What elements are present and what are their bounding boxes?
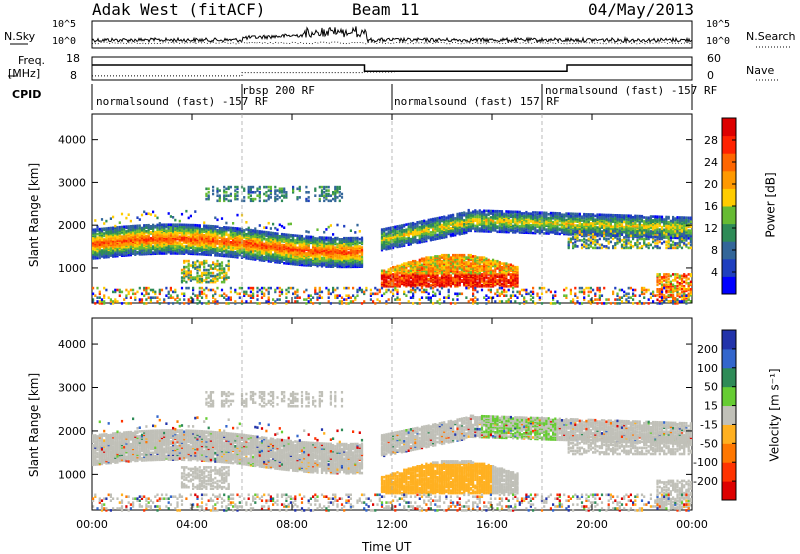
colorbar-tick-label: 100	[697, 362, 718, 375]
colorbar-swatch	[722, 348, 736, 369]
noise-search-line	[91, 41, 693, 45]
colorbar-swatch	[722, 135, 736, 154]
x-tick-label: 00:00	[76, 518, 108, 531]
noise-sky-line	[91, 26, 693, 44]
colorbar-swatch	[722, 118, 736, 137]
colorbar-swatch	[722, 276, 736, 295]
date-title: 04/May/2013	[588, 0, 694, 19]
x-tick-label: 20:00	[576, 518, 608, 531]
colorbar-swatch	[722, 443, 736, 463]
power-panel: 1000 2000 3000 4000	[58, 113, 693, 305]
colorbar-tick-label: 16	[704, 200, 718, 213]
x-tick-label: 16:00	[476, 518, 508, 531]
power-colorbar: 4 8 12 16 20 24 28	[704, 117, 737, 295]
cpid-segment-label-3: normalsound (fast) -157 RF	[545, 84, 718, 97]
y-tick-label: 4000	[58, 338, 86, 351]
velocity-ylabel: Slant Range [km]	[27, 372, 42, 478]
y-tick-label: 2000	[58, 425, 86, 438]
colorbar-tick-label: 24	[704, 156, 718, 169]
colorbar-tick-label: 20	[704, 178, 718, 191]
noise-tick-right-bottom: 10^0	[706, 36, 731, 47]
colorbar-tick-label: -50	[700, 437, 718, 450]
nsearch-label: N.Search	[746, 30, 796, 43]
colorbar-tick-label: 4	[711, 266, 718, 279]
colorbar-tick-label: 28	[704, 134, 718, 147]
freq-tick-right-bottom: 0	[707, 69, 714, 82]
freq-tick-right-top: 60	[707, 52, 721, 65]
colorbar-swatch	[722, 241, 736, 260]
velocity-panel: 1000 2000 3000 4000	[58, 317, 693, 512]
y-tick-label: 2000	[58, 219, 86, 232]
x-tick-label: 12:00	[376, 518, 408, 531]
colorbar-tick-label: 15	[704, 400, 718, 413]
velocity-colorbar-label: Velocity [m s⁻¹]	[767, 368, 782, 462]
colorbar-swatch	[722, 405, 736, 425]
colorbar-tick-label: -100	[693, 456, 718, 469]
colorbar-swatch	[722, 206, 736, 225]
nave-label: Nave	[746, 64, 775, 77]
x-axis-label: Time UT	[362, 540, 412, 554]
noise-tick-right-top: 10^5	[706, 19, 731, 30]
x-tick-label: 00:00	[676, 518, 708, 531]
colorbar-swatch	[722, 330, 736, 350]
x-tick-label: 08:00	[276, 518, 308, 531]
colorbar-swatch	[722, 153, 736, 172]
cpid-label: CPID	[12, 88, 42, 101]
colorbar-swatch	[722, 462, 736, 482]
axes-labels: 00:00 04:00 08:00 12:00 16:00 20:00 00:00	[76, 518, 708, 531]
y-tick-label: 1000	[58, 468, 86, 481]
cpid-segment-label-1: rbsp 200 RF	[242, 84, 315, 97]
noise-tick-left-bottom: 10^0	[52, 36, 77, 47]
freq-panel	[8, 56, 778, 81]
freq-tick-left-top: 18	[66, 52, 80, 65]
colorbar-tick-label: 200	[697, 343, 718, 356]
cpid-panel	[91, 84, 693, 110]
colorbar-tick-label: 8	[711, 244, 718, 257]
cpid-segment-label-2: normalsound (fast) 157 RF	[394, 95, 560, 108]
power-ylabel: Slant Range [km]	[27, 162, 42, 268]
nave-line	[92, 71, 395, 77]
colorbar-tick-label: 12	[704, 222, 718, 235]
colorbar-swatch	[722, 170, 736, 189]
station-title: Adak West (fitACF)	[92, 0, 266, 19]
frequency-line	[92, 64, 692, 73]
noise-panel	[10, 20, 790, 49]
colorbar-swatch	[722, 188, 736, 207]
y-tick-label: 1000	[58, 262, 86, 275]
velocity-colorbar: 200 100 50 15 -15 -50 -100 -200	[693, 329, 737, 501]
cpid-segment-label-0: normalsound (fast) -157 RF	[96, 95, 269, 108]
nsky-label: N.Sky	[4, 30, 36, 43]
y-tick-label: 3000	[58, 176, 86, 189]
power-colorbar-label: Power [dB]	[763, 172, 778, 238]
colorbar-swatch	[722, 386, 736, 407]
colorbar-tick-label: 50	[704, 381, 718, 394]
y-tick-label: 3000	[58, 382, 86, 395]
colorbar-swatch	[722, 258, 736, 277]
noise-tick-left-top: 10^5	[52, 19, 77, 30]
freq-label: Freq.	[18, 54, 46, 67]
colorbar-swatch	[722, 424, 736, 444]
colorbar-tick-label: -200	[693, 475, 718, 488]
beam-title: Beam 11	[352, 0, 420, 19]
colorbar-swatch	[722, 367, 736, 388]
colorbar-tick-label: -15	[700, 418, 718, 431]
y-tick-label: 4000	[58, 134, 86, 147]
freq-unit-label: [MHz]	[8, 67, 41, 80]
colorbar-swatch	[722, 481, 736, 501]
x-tick-label: 04:00	[176, 518, 208, 531]
colorbar-swatch	[722, 223, 736, 242]
freq-tick-left-bottom: 8	[70, 69, 77, 82]
